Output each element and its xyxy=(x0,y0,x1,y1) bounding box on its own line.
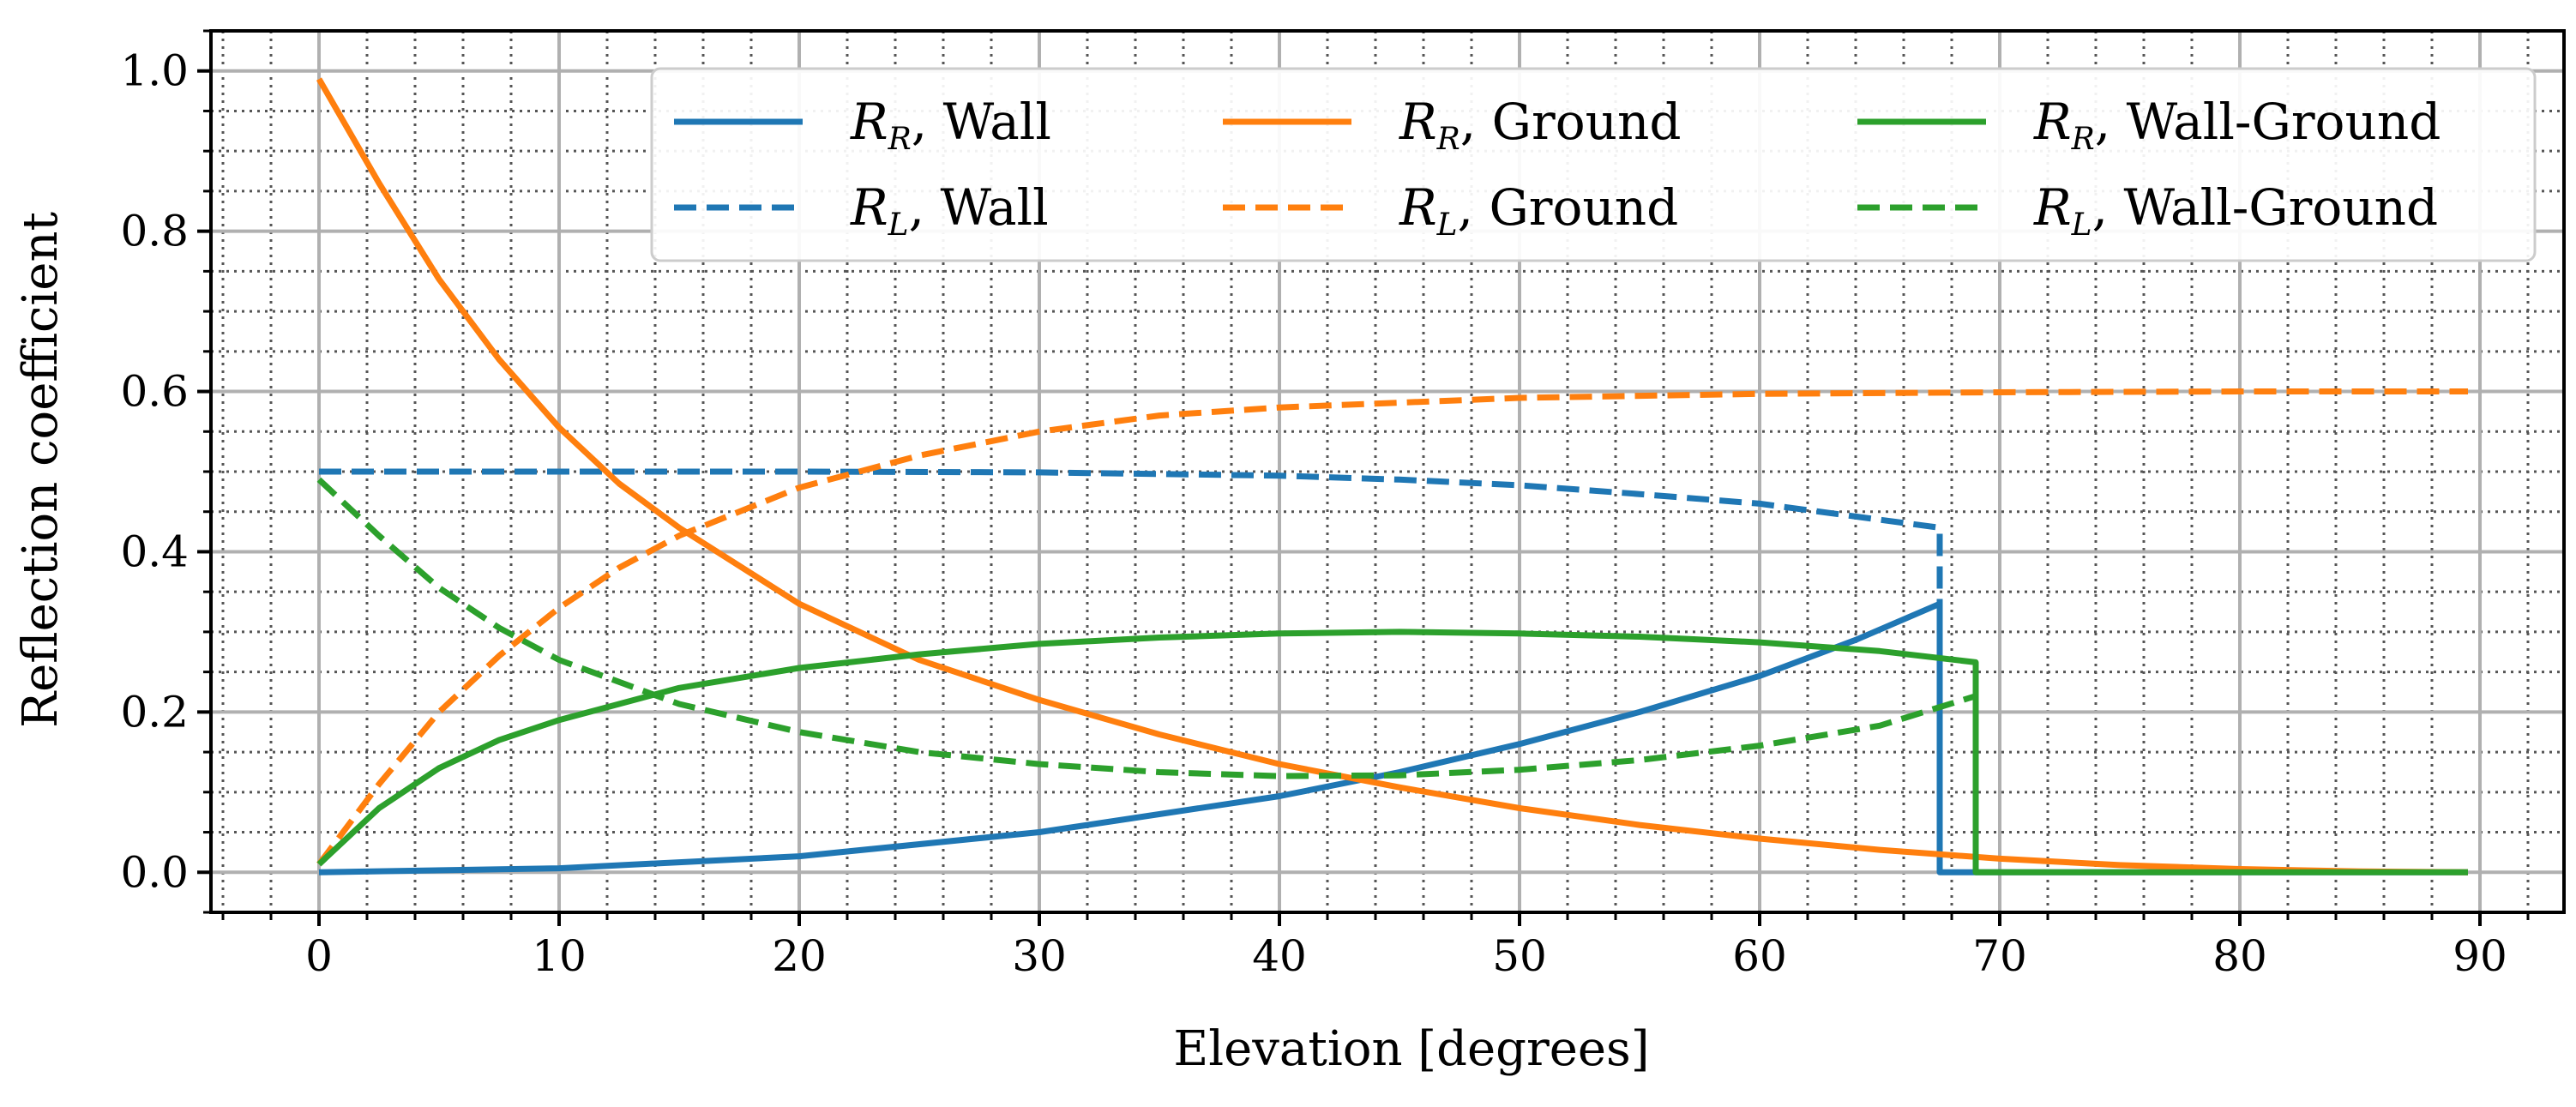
y-tick-label: 0.8 xyxy=(120,207,189,256)
legend: RR, Wall RL, Wall RR, Ground RL, Ground RR, … xyxy=(650,67,2537,262)
legend-label: RR, Wall xyxy=(850,93,1051,157)
x-tick-label: 80 xyxy=(2212,931,2267,981)
y-tick-label: 1.0 xyxy=(120,46,189,96)
y-tick-label: 0.4 xyxy=(120,526,189,576)
series-line-r-r-ground xyxy=(316,77,2469,875)
y-axis-label: Reflection coefficient xyxy=(13,211,69,728)
y-tick-label: 0.0 xyxy=(120,847,189,897)
plot-series xyxy=(316,77,2469,875)
legend-label: RR, Ground xyxy=(1399,93,1681,157)
legend-label: RL, Wall xyxy=(850,178,1049,243)
axes: 0 10 20 30 40 50 60 70 80 90 0.0 0.2 0.4 0.6 0.8 1.0 xyxy=(120,29,2566,981)
series-line-r-l-ground xyxy=(316,388,2468,866)
legend-label: RL, Ground xyxy=(1399,178,1678,243)
y-tick-label: 0.2 xyxy=(120,687,189,737)
legend-label: RR, Wall-Ground xyxy=(2033,93,2441,157)
x-tick-label: 30 xyxy=(1012,931,1067,981)
legend-label: RL, Wall-Ground xyxy=(2033,178,2438,243)
x-axis-label: Elevation [degrees] xyxy=(1173,1021,1649,1077)
x-tick-label: 50 xyxy=(1492,931,1547,981)
legend-box xyxy=(650,67,2537,262)
series-line-r-l-wall xyxy=(319,468,1943,873)
y-tick-label: 0.6 xyxy=(120,367,189,417)
series-line-r-l-wall-ground xyxy=(316,477,1977,779)
x-tick-label: 60 xyxy=(1732,931,1787,981)
series-line-r-r-wall-ground xyxy=(316,629,2468,875)
x-tick-label: 0 xyxy=(305,931,333,981)
x-tick-label: 40 xyxy=(1252,931,1307,981)
x-tick-label: 70 xyxy=(1972,931,2027,981)
x-tick-label: 20 xyxy=(772,931,827,981)
x-tick-label: 90 xyxy=(2453,931,2507,981)
x-tick-label: 10 xyxy=(532,931,587,981)
